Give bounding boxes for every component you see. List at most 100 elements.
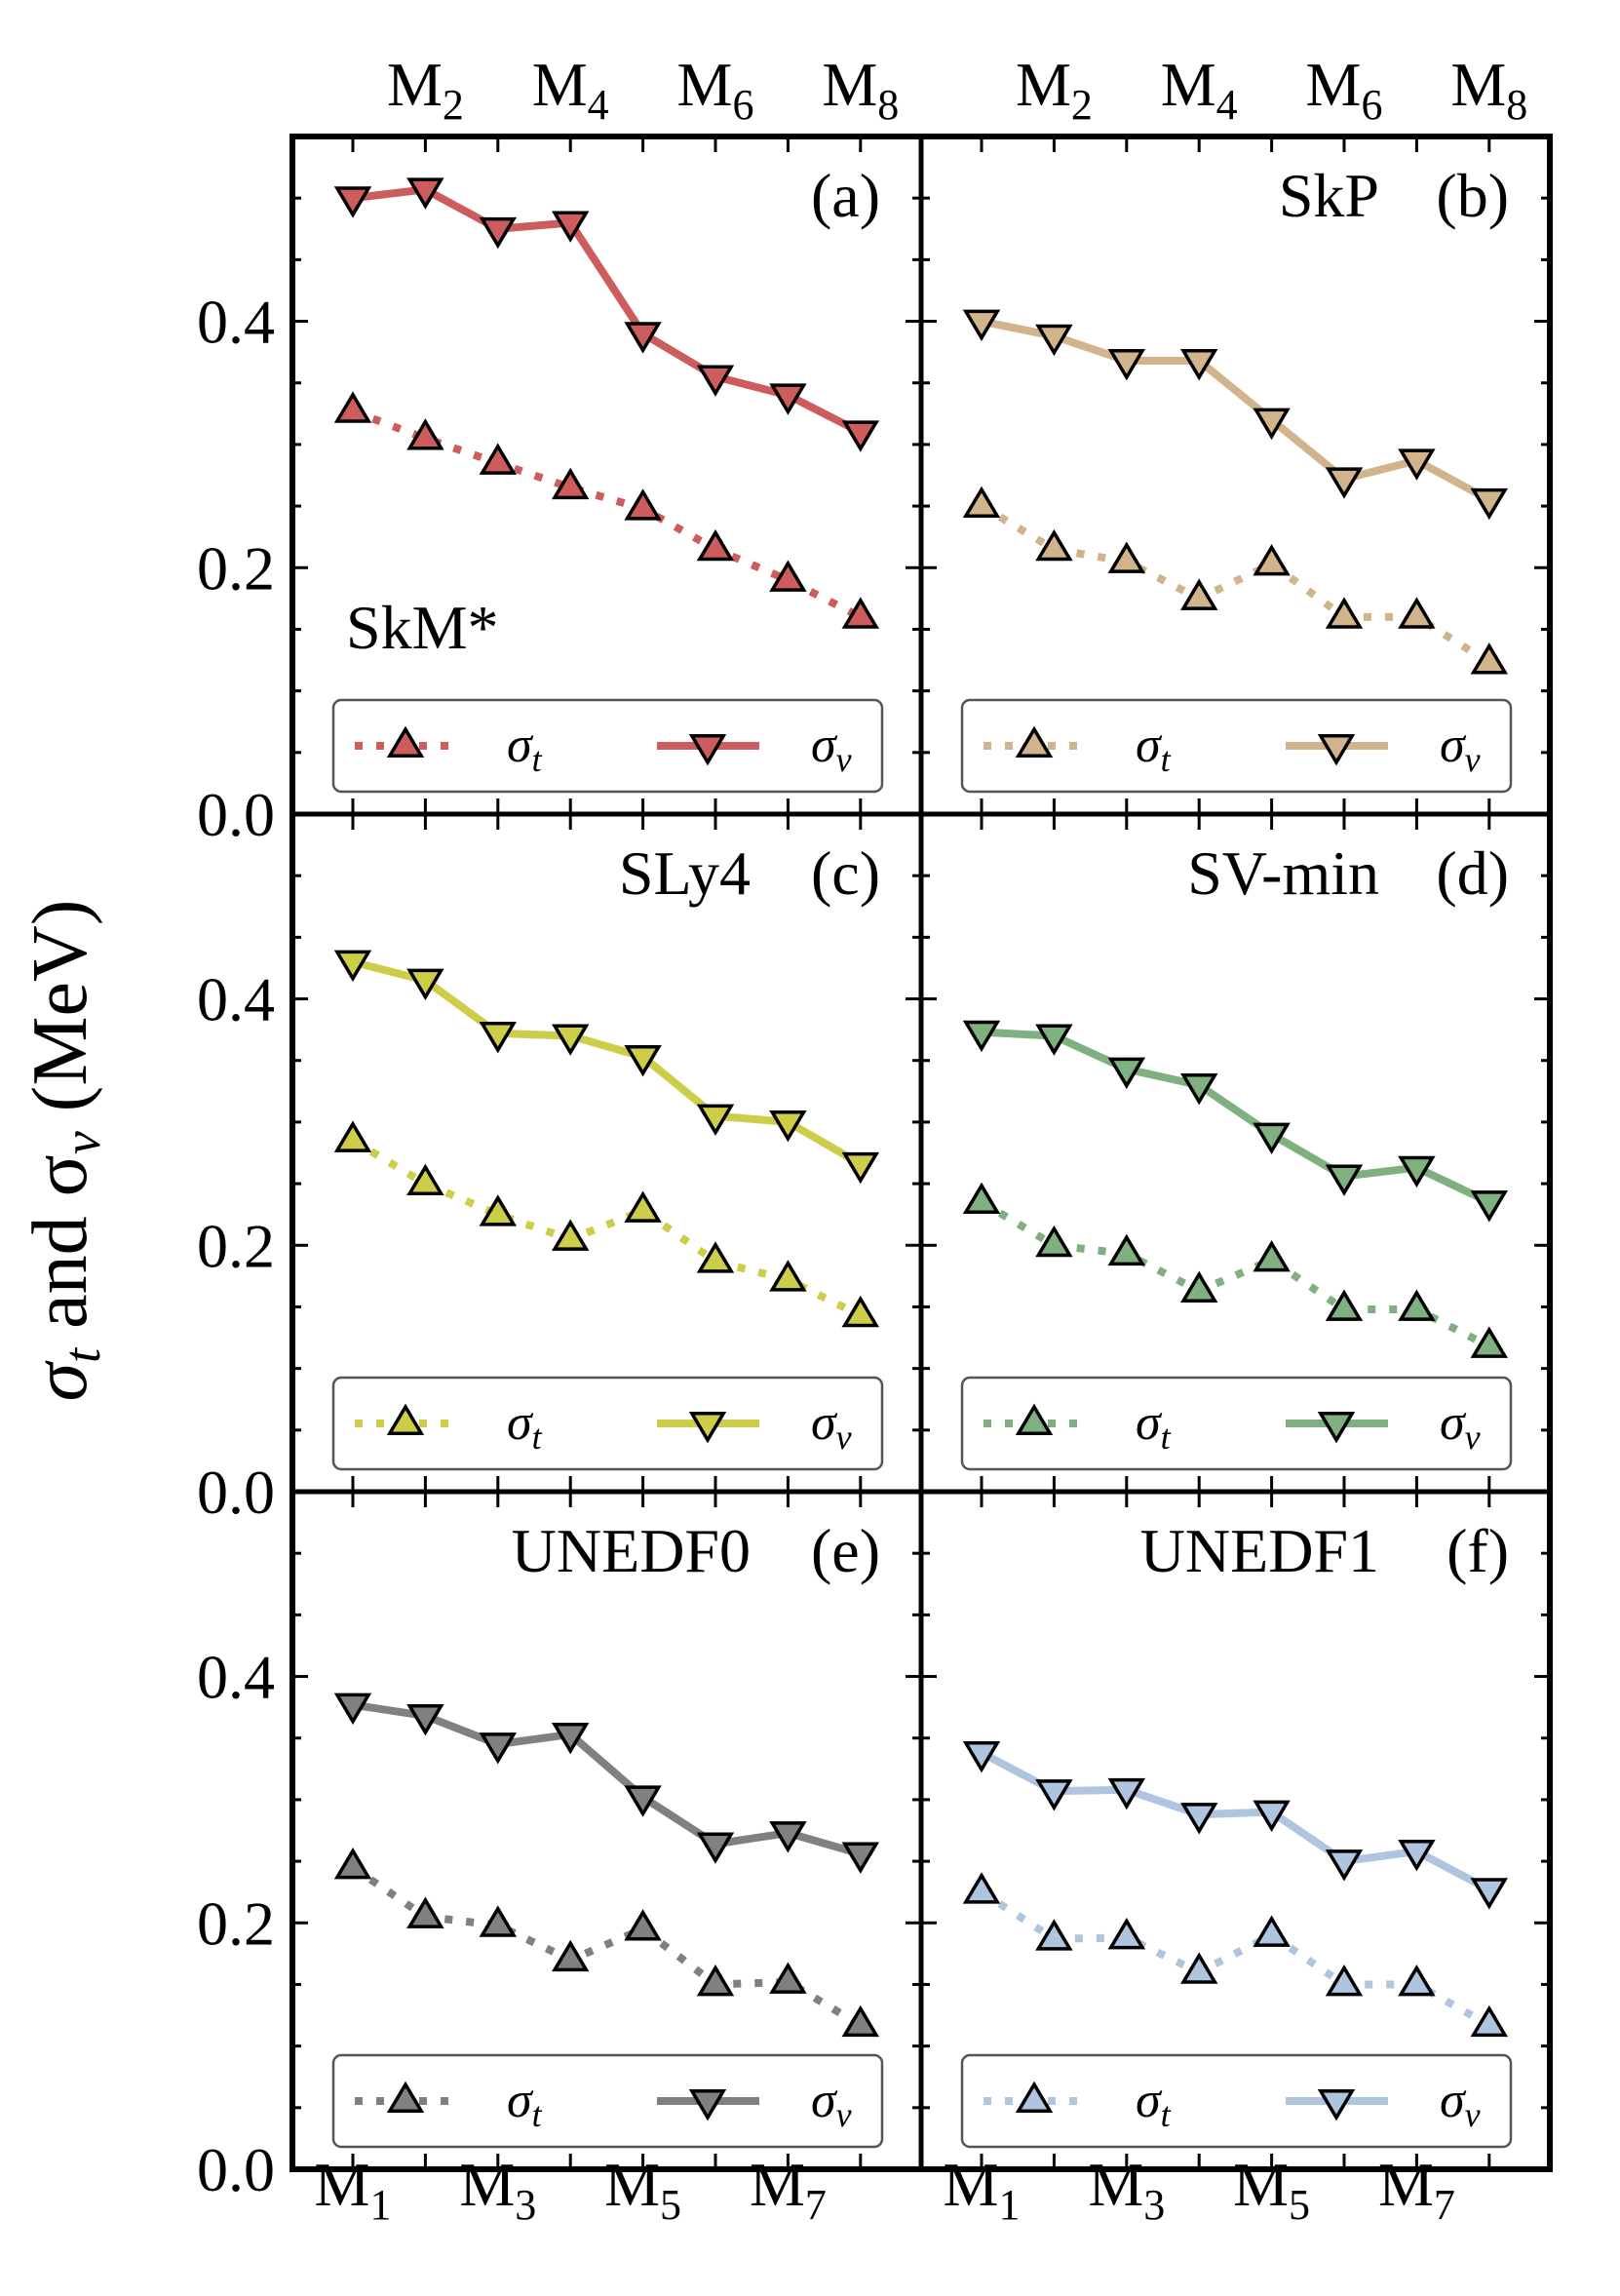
panel-e-point-sigma-t-m5 xyxy=(624,1909,662,1941)
panel-e-point-sigma-v-m4 xyxy=(551,1722,590,1755)
panel-d-point-sigma-t-m2 xyxy=(1035,1225,1073,1258)
panel-e-xtick-label-letter: M xyxy=(604,2150,660,2219)
panel-f-letter: (f) xyxy=(1446,1516,1509,1585)
panel-a-point-sigma-t-m1 xyxy=(333,391,372,423)
panel-f-xtick-label-letter: M xyxy=(1378,2150,1434,2219)
panel-f-xtick-label-index: 1 xyxy=(998,2181,1020,2229)
panel-e-legend-label-letter: σ xyxy=(507,2073,534,2128)
panel-d-point-sigma-t-m8 xyxy=(1470,1326,1509,1358)
panel-a-point-sigma-t-m6 xyxy=(696,528,735,562)
panel-b-series-sigma-v-line xyxy=(978,317,1493,504)
panel-d-point-sigma-t-m1 xyxy=(962,1182,1001,1214)
panel-d-point-sigma-v-m3 xyxy=(1107,1057,1146,1089)
panel-e-point-sigma-v-m6 xyxy=(696,1832,735,1864)
panel-a-point-sigma-v-m2 xyxy=(406,177,444,210)
panel-f-xtick-label-m3: M3 xyxy=(1088,2150,1165,2229)
panel-d-legend-label-sigma-v: σv xyxy=(1440,1395,1481,1457)
panel-b-xtick-label-index: 6 xyxy=(1361,81,1382,129)
panel-a-xtick-label-index: 8 xyxy=(877,81,899,129)
panel-e-xtick-label-m1: M1 xyxy=(315,2150,392,2229)
panel-a-legend-label-letter: σ xyxy=(811,718,838,773)
panel-b-point-sigma-t-m4 xyxy=(1179,578,1218,610)
panel-e-point-sigma-t-m3 xyxy=(479,1905,518,1937)
panel-d-series-sigma-t-line xyxy=(979,1198,1491,1350)
panel-c-point-sigma-t-m2 xyxy=(406,1163,444,1196)
panel-e-series-sigma-t-line xyxy=(350,1864,863,2029)
panel-f-xtick-label-m7: M7 xyxy=(1378,2150,1455,2229)
panel-a-letter: (a) xyxy=(811,161,880,230)
panel-d-point-sigma-v-m6 xyxy=(1325,1164,1364,1196)
panel-c-legend-label-sigma-t: σt xyxy=(507,1395,543,1457)
panel-e-xtick-label-letter: M xyxy=(315,2150,370,2219)
panel-d-legend: σt σv xyxy=(960,1376,1513,1471)
panel-a-xtick-label-m8: M8 xyxy=(822,50,899,129)
panel-d-legend-label-letter: σ xyxy=(1440,1395,1467,1451)
panel-e-legend-label-sub: t xyxy=(532,2095,543,2134)
panel-a-legend-label-letter: σ xyxy=(507,718,534,773)
panel-a-xtick-label-index: 4 xyxy=(588,81,609,129)
panel-e-point-sigma-t-m7 xyxy=(769,1962,807,1994)
panel-c-point-sigma-t-m1 xyxy=(333,1120,372,1152)
panel-b-xtick-label-m8: M8 xyxy=(1450,50,1527,129)
panel-b-point-sigma-t-m8 xyxy=(1470,642,1509,675)
panel-e-series-sigma-v-line xyxy=(349,1700,865,1858)
panel-b-legend-label-sigma-v: σv xyxy=(1440,718,1481,779)
panel-b-xtick-label-letter: M xyxy=(1161,50,1216,119)
panel-f-point-sigma-v-m1 xyxy=(962,1740,1001,1773)
panel-e-xtick-label-index: 3 xyxy=(515,2181,536,2229)
panel-f-point-sigma-t-m2 xyxy=(1035,1919,1073,1951)
panel-e-ytick-label: 0.2 xyxy=(197,1888,275,1958)
panel-b-legend-label-letter: σ xyxy=(1136,718,1163,773)
panel-e-point-sigma-v-m2 xyxy=(406,1704,444,1736)
panel-b-xtick-label-m2: M2 xyxy=(1016,50,1093,129)
panel-e-xtick-label-index: 7 xyxy=(805,2181,827,2229)
panel-b-model-name: SkP xyxy=(1279,161,1379,230)
panel-a-ytick-label: 0.2 xyxy=(197,533,275,603)
panel-f-point-sigma-v-m6 xyxy=(1325,1849,1364,1882)
panel-d-point-sigma-t-m4 xyxy=(1179,1270,1218,1303)
y-axis-label-and-sigma-v: and σ xyxy=(18,1154,103,1348)
panel-b-legend-box xyxy=(960,698,1513,794)
panel-c-legend-label-letter: σ xyxy=(811,1395,838,1451)
panel-b-point-sigma-v-m4 xyxy=(1179,349,1218,381)
panel-a-point-sigma-v-m3 xyxy=(479,216,518,250)
panel-f-legend-marker-sigma-t xyxy=(1015,2081,1054,2113)
panel-b-point-sigma-t-m5 xyxy=(1253,544,1291,576)
panel-a-legend-box xyxy=(331,698,884,794)
panel-e-legend-label-sigma-v: σv xyxy=(811,2073,852,2134)
panel-c-legend-label-sub: t xyxy=(532,1418,543,1457)
panel-e-xtick-label-letter: M xyxy=(750,2150,805,2219)
panel-c-ytick-label: 0.0 xyxy=(197,1458,275,1527)
panel-f-point-sigma-v-m2 xyxy=(1035,1779,1073,1811)
panel-e-xtick-label-m3: M3 xyxy=(459,2150,536,2229)
panel-f-point-sigma-v-m3 xyxy=(1107,1777,1146,1810)
panel-e-ytick-label: 0.4 xyxy=(197,1643,275,1712)
panel-f-xtick-label-index: 7 xyxy=(1434,2181,1455,2229)
panel-c-point-sigma-v-m1 xyxy=(333,950,372,983)
panel-e-xtick-label-m5: M5 xyxy=(604,2150,681,2229)
panel-f-legend: σt σv xyxy=(960,2053,1513,2149)
panel-d-legend-marker-sigma-v xyxy=(1317,1412,1356,1444)
panel-d-model-name: SV-min xyxy=(1187,838,1379,908)
panel-e-point-sigma-t-m1 xyxy=(333,1847,372,1880)
panel-c-point-sigma-t-m5 xyxy=(624,1190,662,1223)
panel-a-point-sigma-t-m5 xyxy=(624,488,662,521)
y-axis-label-unit: (MeV) xyxy=(18,900,103,1132)
panel-a-point-sigma-t-m3 xyxy=(479,443,518,475)
panel-a-xtick-label-m6: M6 xyxy=(677,50,754,129)
panel-f-xtick-label-index: 3 xyxy=(1143,2181,1165,2229)
panel-b-point-sigma-v-m5 xyxy=(1253,408,1291,441)
panel-f-legend-marker-sigma-v xyxy=(1317,2089,1356,2121)
panel-f-model-name: UNEDF1 xyxy=(1140,1516,1379,1585)
panel-f-legend-box xyxy=(960,2053,1513,2149)
panel-a-ytick-label: 0.0 xyxy=(197,780,275,849)
panel-a-legend-marker-sigma-v xyxy=(688,734,727,766)
panel-f-xtick-label-letter: M xyxy=(1088,2150,1143,2219)
panel-d-point-sigma-t-m7 xyxy=(1398,1289,1436,1321)
panel-a-xtick-label-letter: M xyxy=(387,50,443,119)
panel-f-point-sigma-v-m5 xyxy=(1253,1800,1291,1832)
axis-labels-layer: 0.00.20.4M2 M4 M6 M8 M2 M4 M6 M80.00.20.40.00.2… xyxy=(197,50,1527,2229)
